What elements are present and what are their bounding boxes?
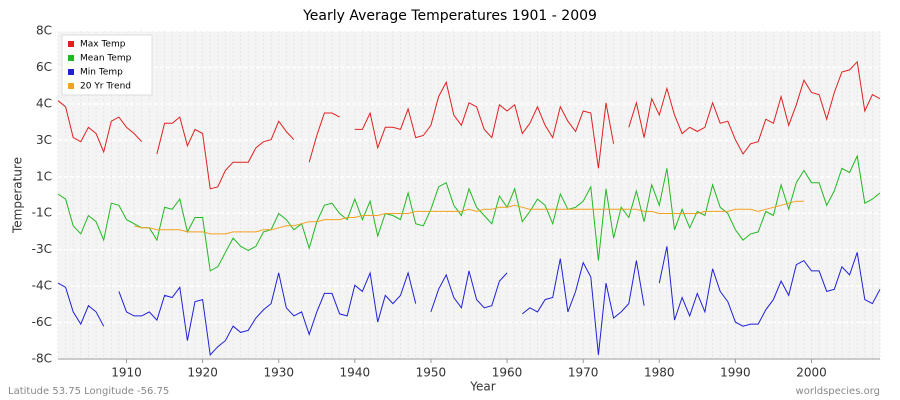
- y-tick-label: -1C: [32, 206, 52, 220]
- x-tick-label: 1980: [644, 366, 675, 380]
- x-tick-label: 1920: [187, 366, 218, 380]
- y-tick-label: 3C: [36, 133, 52, 147]
- series-line: [133, 200, 804, 235]
- x-axis-label: Year: [469, 380, 495, 394]
- source-note: worldspecies.org: [796, 386, 880, 397]
- y-tick-label: 4C: [36, 96, 52, 110]
- legend-label: Max Temp: [80, 40, 126, 50]
- x-tick-label: 1940: [340, 366, 371, 380]
- series-line: [57, 154, 881, 272]
- legend-label: Min Temp: [80, 68, 123, 78]
- series-line: [57, 60, 881, 190]
- x-tick-label: 1930: [263, 366, 294, 380]
- y-tick-label: -6C: [32, 315, 52, 329]
- y-axis-label: Temperature: [11, 157, 25, 234]
- legend-swatch: [68, 69, 74, 75]
- location-note: Latitude 53.75 Longitude -56.75: [8, 386, 169, 397]
- x-tick-label: 1970: [568, 366, 599, 380]
- chart-title: Yearly Average Temperatures 1901 - 2009: [302, 8, 597, 24]
- legend-label: Mean Temp: [80, 54, 132, 64]
- x-tick-label: 1950: [416, 366, 447, 380]
- y-tick-label: 8C: [36, 24, 52, 38]
- x-tick-label: 1960: [492, 366, 523, 380]
- x-tick-label: 2000: [796, 366, 827, 380]
- y-tick-label: -3C: [32, 242, 52, 256]
- legend-swatch: [68, 55, 74, 61]
- x-tick-label: 1990: [720, 366, 751, 380]
- y-tick-label: 1C: [36, 169, 52, 183]
- series-line: [57, 246, 881, 357]
- legend-swatch: [68, 83, 74, 89]
- y-tick-label: -8C: [32, 352, 52, 366]
- legend-label: 20 Yr Trend: [80, 82, 131, 92]
- y-tick-label: 6C: [36, 60, 52, 74]
- y-tick-label: -4C: [32, 279, 52, 293]
- legend-box: [61, 34, 153, 96]
- legend-swatch: [68, 41, 74, 47]
- x-tick-label: 1910: [111, 366, 142, 380]
